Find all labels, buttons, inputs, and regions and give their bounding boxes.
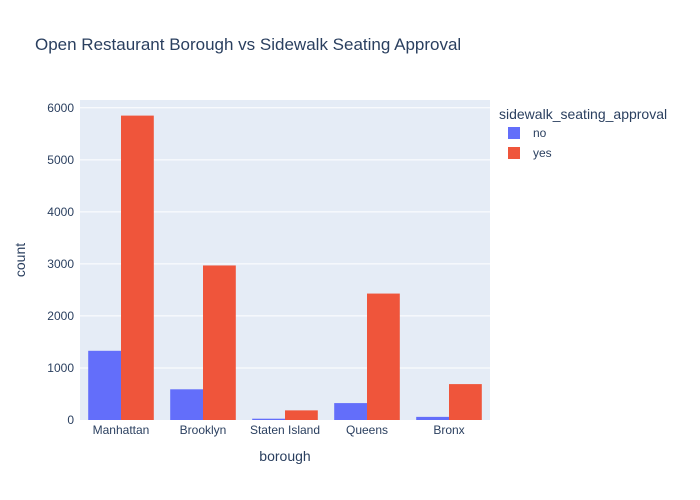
x-axis-ticks: Manhattan Brooklyn Staten Island Queens Bron… xyxy=(93,423,465,437)
bar-yes-queens[interactable] xyxy=(367,293,400,420)
bar-yes-bronx[interactable] xyxy=(449,384,482,420)
x-tick-label: Queens xyxy=(346,423,388,437)
x-tick-label: Brooklyn xyxy=(180,423,227,437)
bar-yes-staten-island[interactable] xyxy=(285,410,318,420)
bar-no-bronx[interactable] xyxy=(416,416,449,420)
y-tick-label: 0 xyxy=(67,413,74,427)
y-axis-title: count xyxy=(12,243,28,277)
bar-no-queens[interactable] xyxy=(334,403,367,420)
legend-swatch-yes[interactable] xyxy=(508,147,520,159)
x-tick-label: Bronx xyxy=(433,423,464,437)
y-tick-label: 5000 xyxy=(47,153,74,167)
x-axis-title: borough xyxy=(259,448,310,464)
bar-no-manhattan[interactable] xyxy=(88,350,121,420)
y-tick-label: 6000 xyxy=(47,101,74,115)
y-tick-label: 3000 xyxy=(47,257,74,271)
chart-title: Open Restaurant Borough vs Sidewalk Seat… xyxy=(35,35,461,54)
bar-no-brooklyn[interactable] xyxy=(170,389,203,420)
bar-yes-brooklyn[interactable] xyxy=(203,265,236,420)
bars xyxy=(88,115,482,421)
y-axis-ticks: 0 1000 2000 3000 4000 5000 6000 xyxy=(47,101,74,427)
legend: sidewalk_seating_approval no yes xyxy=(499,106,667,160)
legend-label-no[interactable]: no xyxy=(533,126,547,140)
y-tick-label: 4000 xyxy=(47,205,74,219)
x-tick-label: Staten Island xyxy=(250,423,320,437)
legend-items: no yes xyxy=(508,126,552,160)
legend-label-yes[interactable]: yes xyxy=(533,146,552,160)
y-tick-label: 1000 xyxy=(47,361,74,375)
legend-swatch-no[interactable] xyxy=(508,127,520,139)
y-tick-label: 2000 xyxy=(47,309,74,323)
legend-title: sidewalk_seating_approval xyxy=(499,106,667,122)
bar-yes-manhattan[interactable] xyxy=(121,115,154,421)
x-tick-label: Manhattan xyxy=(93,423,150,437)
bar-no-staten-island[interactable] xyxy=(252,418,285,420)
